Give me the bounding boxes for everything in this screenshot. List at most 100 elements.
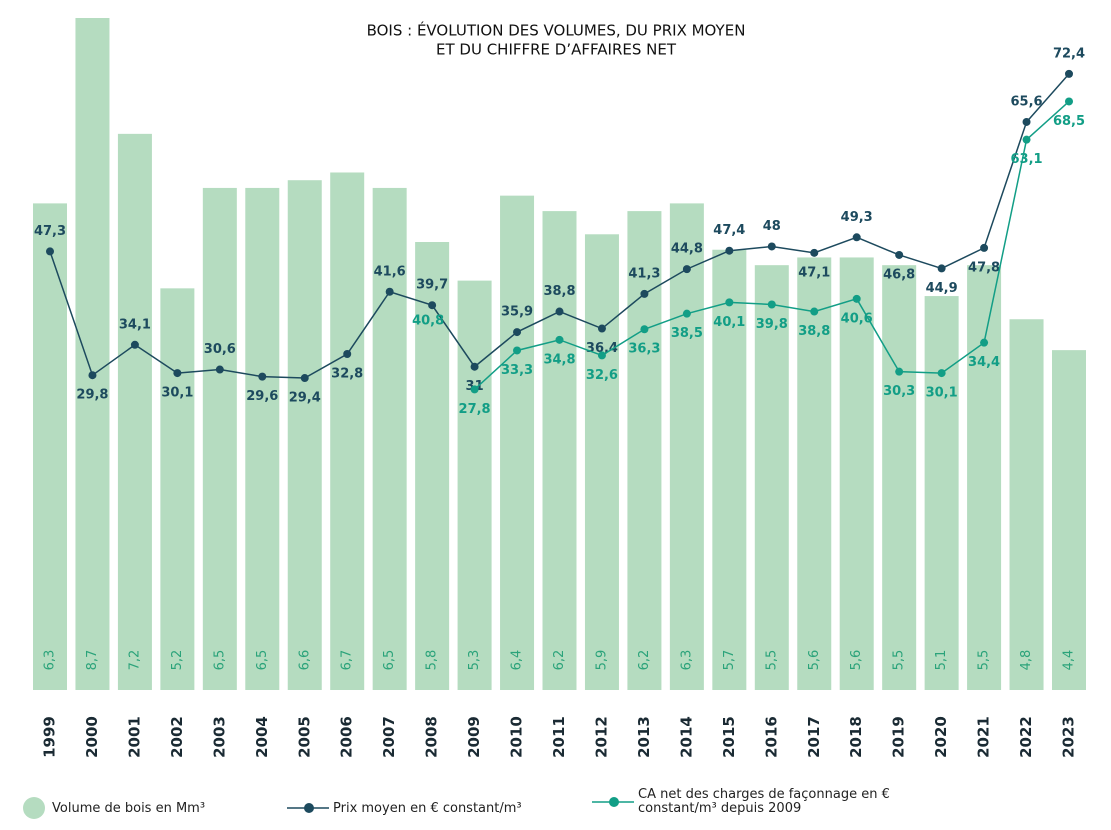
line-value-label: 47,1 xyxy=(798,265,830,280)
line-point xyxy=(937,369,946,378)
bar xyxy=(584,234,619,690)
line-value-label: 40,6 xyxy=(841,311,873,326)
bar-value-label: 6,6 xyxy=(297,650,312,671)
bar xyxy=(712,249,747,691)
line-value-label: 68,5 xyxy=(1053,114,1085,129)
bar-value-label: 6,4 xyxy=(510,650,525,671)
bar xyxy=(882,265,917,690)
x-tick-label: 2015 xyxy=(720,716,738,758)
line-point xyxy=(810,248,819,257)
bar xyxy=(627,211,662,690)
legend-marker xyxy=(23,797,45,819)
line-value-label: 30,1 xyxy=(926,386,958,401)
x-tick-label: 2010 xyxy=(508,716,526,758)
line-point xyxy=(725,246,734,255)
line-value-label: 32,8 xyxy=(331,367,363,382)
bar-value-label: 5,6 xyxy=(849,650,864,671)
line-value-label: 30,1 xyxy=(161,386,193,401)
line-point xyxy=(682,265,691,274)
line-value-label: 41,3 xyxy=(628,266,660,281)
line-value-label: 49,3 xyxy=(841,210,873,225)
line-point xyxy=(300,374,309,383)
x-tick-label: 2001 xyxy=(125,716,143,758)
bar-value-label: 5,3 xyxy=(467,650,482,671)
line-point xyxy=(1065,97,1073,106)
legend-marker xyxy=(609,797,619,807)
bar xyxy=(1052,350,1086,690)
bar xyxy=(1009,319,1044,690)
line-point xyxy=(682,309,691,318)
line-point xyxy=(88,371,97,380)
bar-value-label: 6,2 xyxy=(637,650,652,671)
x-tick-label: 2014 xyxy=(677,716,695,758)
line-value-label: 30,6 xyxy=(204,342,236,357)
bar xyxy=(839,257,874,690)
bar xyxy=(415,242,450,690)
bar-value-label: 6,2 xyxy=(552,650,567,671)
line-point xyxy=(980,243,989,252)
x-tick-label: 2004 xyxy=(253,716,271,758)
bar-value-label: 5,5 xyxy=(764,650,779,671)
x-tick-label: 2002 xyxy=(168,716,186,758)
line-point xyxy=(555,307,564,316)
x-tick-label: 2011 xyxy=(550,716,568,758)
x-tick-label: 2012 xyxy=(592,716,610,758)
chart: BOIS : ÉVOLUTION DES VOLUMES, DU PRIX MO… xyxy=(33,18,1086,758)
bar-value-label: 7,2 xyxy=(127,650,142,671)
legend-marker xyxy=(304,803,314,813)
line-point xyxy=(215,365,224,374)
legend-swatch xyxy=(592,797,634,807)
bar xyxy=(457,280,492,690)
bar-value-label: 4,8 xyxy=(1019,650,1034,671)
line-value-label: 47,4 xyxy=(713,223,745,238)
line-value-label: 47,3 xyxy=(34,224,66,239)
legend-item: Volume de bois en Mm³ xyxy=(22,796,205,820)
line-value-label: 46,8 xyxy=(883,267,915,282)
line-value-label: 35,9 xyxy=(501,305,533,320)
legend-label: Volume de bois en Mm³ xyxy=(52,800,206,816)
line-point xyxy=(130,340,139,349)
legend-label: CA net des charges de façonnage en € con… xyxy=(638,787,890,816)
bar-value-label: 6,5 xyxy=(212,650,227,671)
line-value-label: 39,7 xyxy=(416,278,448,293)
bar-value-label: 4,4 xyxy=(1062,650,1077,671)
line-point xyxy=(1065,69,1073,78)
x-tick-label: 2017 xyxy=(805,716,823,758)
bar-value-label: 6,3 xyxy=(679,650,694,671)
x-tick-label: 2009 xyxy=(465,716,483,758)
bar xyxy=(797,257,832,690)
line-point xyxy=(428,301,437,310)
legend-swatch xyxy=(287,803,329,813)
x-tick-label: 2016 xyxy=(762,716,780,758)
line-value-label: 63,1 xyxy=(1011,152,1043,167)
line-point xyxy=(343,350,352,358)
legend-item: Prix moyen en € constant/m³ xyxy=(285,796,522,820)
line-value-label: 29,4 xyxy=(289,391,321,406)
legend: Volume de bois en Mm³ Prix moyen en € con… xyxy=(0,787,1111,826)
bar xyxy=(33,203,67,690)
line-value-label: 38,5 xyxy=(671,326,703,341)
annotation: 40,8 xyxy=(412,314,444,329)
line-value-label: 34,1 xyxy=(119,317,151,332)
line-point xyxy=(385,287,394,296)
bar-value-label: 8,7 xyxy=(85,650,100,671)
bar-value-label: 6,5 xyxy=(255,650,270,671)
bar xyxy=(287,180,322,690)
line-value-label: 65,6 xyxy=(1011,94,1043,109)
chart-title: ET DU CHIFFRE D’AFFAIRES NET xyxy=(436,41,677,59)
line-point xyxy=(810,307,819,316)
x-tick-label: 2021 xyxy=(975,716,993,758)
line-value-label: 29,6 xyxy=(246,389,278,404)
x-tick-label: 2003 xyxy=(210,716,228,758)
x-tick-label: 2020 xyxy=(932,716,950,758)
bar xyxy=(330,172,365,690)
bar-value-label: 5,7 xyxy=(722,650,737,671)
x-tick-label: 1999 xyxy=(41,716,59,758)
x-tick-label: 2013 xyxy=(635,716,653,758)
line-point xyxy=(258,372,267,381)
bar xyxy=(669,203,704,690)
x-tick-label: 2000 xyxy=(83,716,101,758)
line-value-label: 40,1 xyxy=(713,315,745,330)
line-value-label: 38,8 xyxy=(543,284,575,299)
